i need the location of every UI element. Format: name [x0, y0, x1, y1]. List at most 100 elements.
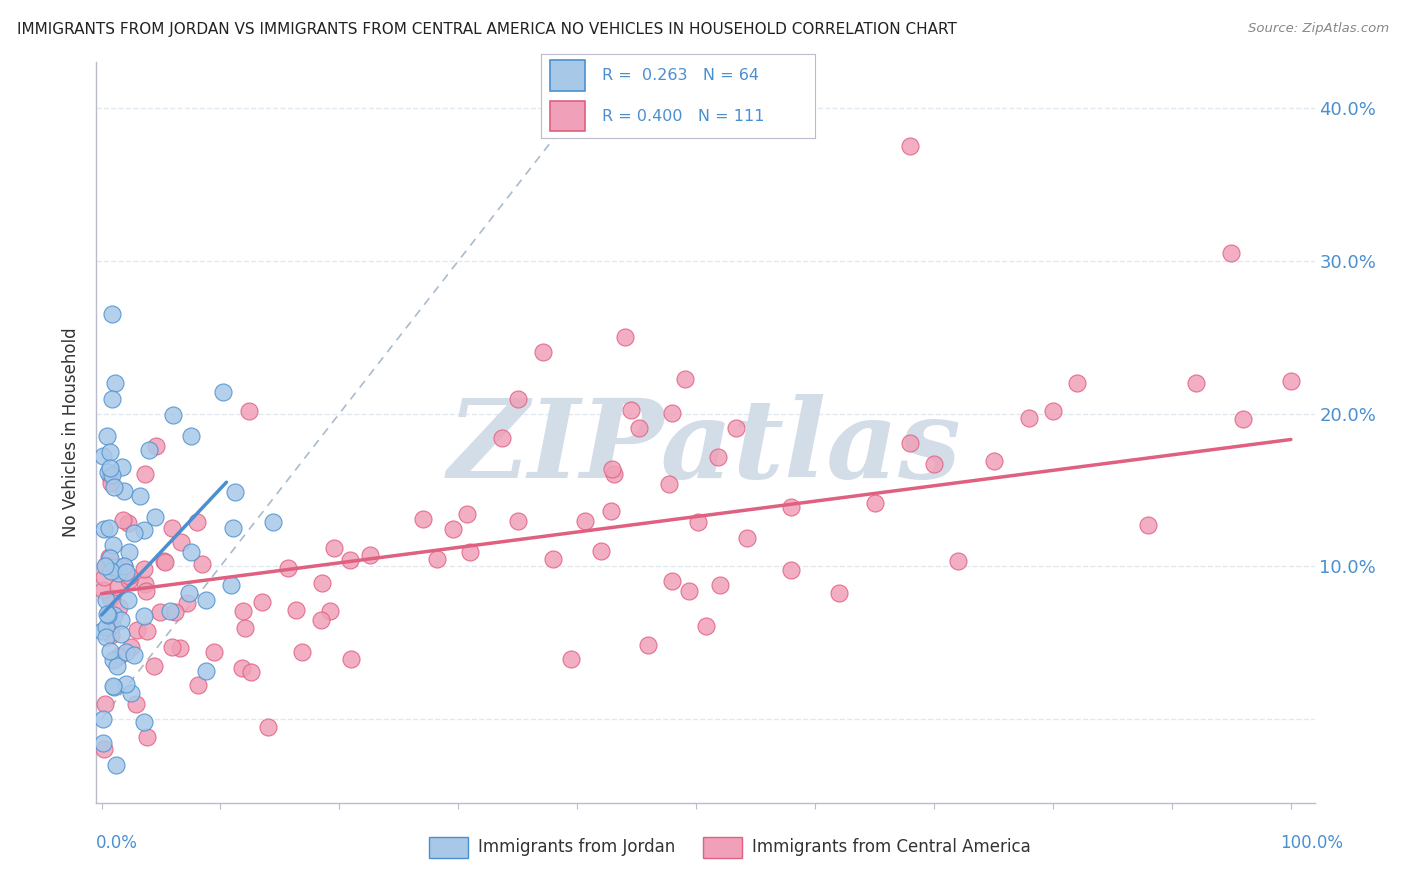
Text: R = 0.400   N = 111: R = 0.400 N = 111 [602, 109, 763, 124]
Point [98, 644, 121, 658]
Point [695, 619, 717, 633]
Point [560, 652, 582, 666]
Point [112, 559, 135, 574]
Point [1042, 404, 1064, 418]
Point [117, 592, 139, 607]
Point [898, 435, 921, 450]
Point [135, 624, 157, 639]
Text: 100.0%: 100.0% [1279, 834, 1343, 852]
Point [108, 649, 131, 664]
Point [603, 467, 626, 481]
Point [262, 515, 284, 529]
Point [98, 550, 121, 565]
FancyBboxPatch shape [550, 61, 585, 91]
Point [195, 593, 218, 607]
Point [134, 561, 156, 575]
Point [136, 731, 159, 745]
Point [319, 603, 342, 617]
Text: 0.0%: 0.0% [96, 834, 138, 852]
Point [122, 648, 145, 662]
Point [96, 429, 118, 443]
Point [134, 577, 156, 591]
Point [101, 679, 124, 693]
Point [117, 545, 139, 559]
Point [441, 522, 464, 536]
Point [257, 720, 280, 734]
Point [98, 460, 121, 475]
Point [898, 139, 921, 153]
Point [340, 652, 363, 666]
Text: Immigrants from Central America: Immigrants from Central America [752, 838, 1031, 856]
Point [96, 620, 118, 634]
Point [543, 552, 565, 566]
Point [508, 514, 530, 528]
Point [983, 454, 1005, 468]
Point [153, 554, 176, 568]
Point [688, 515, 710, 529]
Point [359, 548, 381, 562]
Point [145, 439, 167, 453]
Point [600, 462, 623, 476]
Y-axis label: No Vehicles in Household: No Vehicles in Household [62, 327, 80, 538]
Point [673, 372, 696, 386]
Point [94, 558, 117, 573]
Point [637, 638, 659, 652]
Point [620, 403, 643, 417]
Point [706, 450, 728, 465]
Point [155, 555, 177, 569]
Point [98, 444, 121, 458]
Point [101, 561, 124, 575]
Point [922, 457, 945, 471]
Point [94, 698, 117, 712]
Point [91, 582, 114, 597]
Point [132, 715, 155, 730]
Point [93, 742, 115, 756]
Point [142, 658, 165, 673]
Point [112, 513, 135, 527]
Point [98, 469, 121, 483]
Point [101, 307, 124, 321]
Point [780, 564, 803, 578]
Point [112, 559, 135, 574]
Point [285, 603, 308, 617]
Point [97, 549, 120, 564]
Point [239, 665, 262, 679]
Point [111, 460, 134, 475]
Point [91, 449, 114, 463]
Point [219, 578, 242, 592]
Point [1232, 411, 1254, 425]
Point [103, 680, 125, 694]
Point [176, 596, 198, 610]
Point [107, 562, 129, 576]
FancyBboxPatch shape [550, 101, 585, 131]
Point [531, 345, 554, 359]
Point [1066, 376, 1088, 391]
Point [115, 677, 138, 691]
Point [232, 604, 254, 618]
Point [159, 604, 181, 618]
Point [180, 544, 202, 558]
Text: Source: ZipAtlas.com: Source: ZipAtlas.com [1249, 22, 1389, 36]
Point [94, 592, 117, 607]
Point [101, 392, 124, 407]
Point [118, 569, 141, 583]
Point [311, 576, 333, 591]
Point [101, 467, 124, 482]
Point [412, 512, 434, 526]
Text: IMMIGRANTS FROM JORDAN VS IMMIGRANTS FROM CENTRAL AMERICA NO VEHICLES IN HOUSEHO: IMMIGRANTS FROM JORDAN VS IMMIGRANTS FRO… [17, 22, 956, 37]
Point [678, 583, 700, 598]
Point [94, 631, 117, 645]
Point [143, 510, 166, 524]
Point [160, 521, 183, 535]
Point [98, 521, 121, 535]
Point [1018, 410, 1040, 425]
Point [1137, 518, 1160, 533]
Point [91, 713, 114, 727]
Point [96, 558, 118, 573]
Point [709, 578, 731, 592]
Text: R =  0.263   N = 64: R = 0.263 N = 64 [602, 68, 759, 83]
Point [93, 522, 115, 536]
Point [458, 545, 481, 559]
Point [97, 608, 120, 623]
Point [125, 624, 148, 638]
